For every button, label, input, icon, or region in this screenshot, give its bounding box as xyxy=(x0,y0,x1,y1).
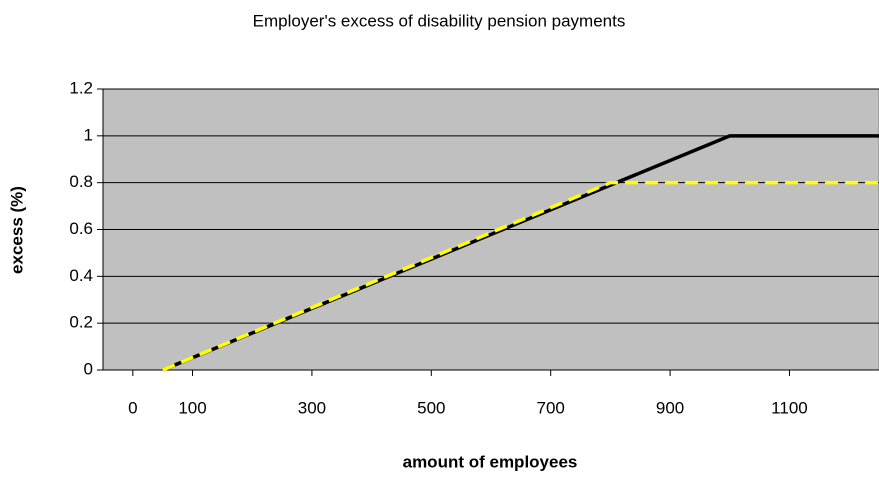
y-tick-label: 1 xyxy=(84,125,93,144)
y-tick-label: 1.2 xyxy=(69,78,93,97)
y-tick-label: 0.2 xyxy=(69,313,93,332)
series-line xyxy=(162,180,879,372)
x-tick-label: 0 xyxy=(128,398,137,417)
y-tick-label: 0.4 xyxy=(69,266,93,285)
y-tick-label: 0 xyxy=(84,359,93,378)
x-tick-label: 1100 xyxy=(771,398,808,417)
x-tick-label: 900 xyxy=(656,398,684,417)
x-axis-label: amount of employees xyxy=(403,452,578,471)
chart-title: Employer's excess of disability pension … xyxy=(253,11,626,30)
y-tick-label: 0.6 xyxy=(69,219,93,238)
y-tick-label: 0.8 xyxy=(69,172,93,191)
x-tick-label: 700 xyxy=(537,398,565,417)
y-axis-label: excess (%) xyxy=(7,186,26,274)
x-tick-label: 100 xyxy=(178,398,206,417)
x-tick-label: 500 xyxy=(417,398,445,417)
x-tick-label: 300 xyxy=(298,398,326,417)
